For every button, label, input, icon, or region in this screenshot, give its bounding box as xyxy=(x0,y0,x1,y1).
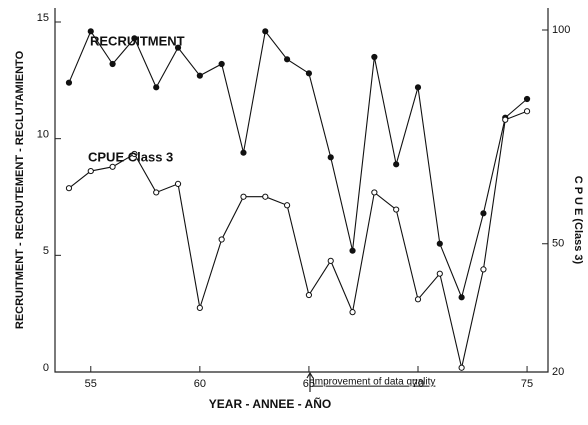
annotation-arrow xyxy=(306,371,314,392)
x-axis-label: YEAR - ANNEE - AÑO xyxy=(209,396,331,411)
data-point xyxy=(393,206,400,213)
data-point xyxy=(480,266,487,273)
series-line xyxy=(68,30,528,300)
y2-tick-label: 20 xyxy=(552,366,564,378)
data-point xyxy=(87,28,94,35)
data-point xyxy=(284,56,291,63)
data-point xyxy=(262,28,269,35)
data-point xyxy=(305,291,313,299)
series-label: RECRUITMENT xyxy=(90,33,185,48)
data-point xyxy=(371,53,378,61)
data-point xyxy=(371,189,378,196)
data-point xyxy=(174,180,182,187)
x-tick-label: 55 xyxy=(85,378,97,390)
data-point xyxy=(218,236,225,243)
annotation: Improvement of data quality xyxy=(312,377,435,388)
data-point xyxy=(87,167,94,175)
data-point xyxy=(196,72,203,79)
data-point xyxy=(436,240,443,247)
data-point xyxy=(240,149,247,156)
data-point xyxy=(65,185,73,192)
data-point xyxy=(109,60,116,68)
data-point xyxy=(65,79,73,86)
y-axis-label: RECRUITMENT - RECRUTEMENT - RECLUTAMIENT… xyxy=(14,50,26,329)
data-point xyxy=(131,35,138,42)
data-point xyxy=(262,193,269,200)
data-point xyxy=(153,84,160,91)
data-point xyxy=(414,296,422,303)
x-tick-label: 70 xyxy=(412,378,424,390)
y-tick-label: 15 xyxy=(37,12,49,24)
axes-frame xyxy=(54,8,549,373)
series-line xyxy=(68,110,528,368)
x-tick-label: 75 xyxy=(521,378,533,390)
data-point xyxy=(458,294,465,301)
y2-axis-label: C P U E (Class 3) xyxy=(572,176,584,265)
series-label: CPUE Class 3 xyxy=(88,149,173,164)
y-tick-label: 5 xyxy=(43,245,49,257)
data-point xyxy=(305,70,313,77)
data-point xyxy=(349,309,356,316)
data-point xyxy=(327,154,334,161)
x-tick-label: 60 xyxy=(194,378,206,390)
data-point xyxy=(349,247,356,254)
data-point xyxy=(153,189,160,196)
y-tick-label: 0 xyxy=(43,362,49,374)
data-point xyxy=(240,193,247,200)
data-point xyxy=(523,108,531,115)
data-point xyxy=(502,116,509,123)
data-point xyxy=(218,60,225,68)
y2-tick-label: 50 xyxy=(552,238,564,250)
data-point xyxy=(436,270,443,277)
data-point xyxy=(109,163,116,170)
data-point xyxy=(284,202,291,209)
x-tick-label: 65 xyxy=(303,378,315,390)
data-point xyxy=(196,304,203,311)
data-point xyxy=(131,150,138,158)
data-point xyxy=(327,257,334,264)
y-tick-label: 10 xyxy=(37,129,49,141)
y2-tick-label: 100 xyxy=(552,24,570,36)
data-point xyxy=(393,161,400,168)
data-point xyxy=(480,210,487,217)
data-point xyxy=(458,364,465,371)
data-point xyxy=(174,44,182,51)
data-point xyxy=(523,95,531,103)
data-point xyxy=(414,84,422,91)
